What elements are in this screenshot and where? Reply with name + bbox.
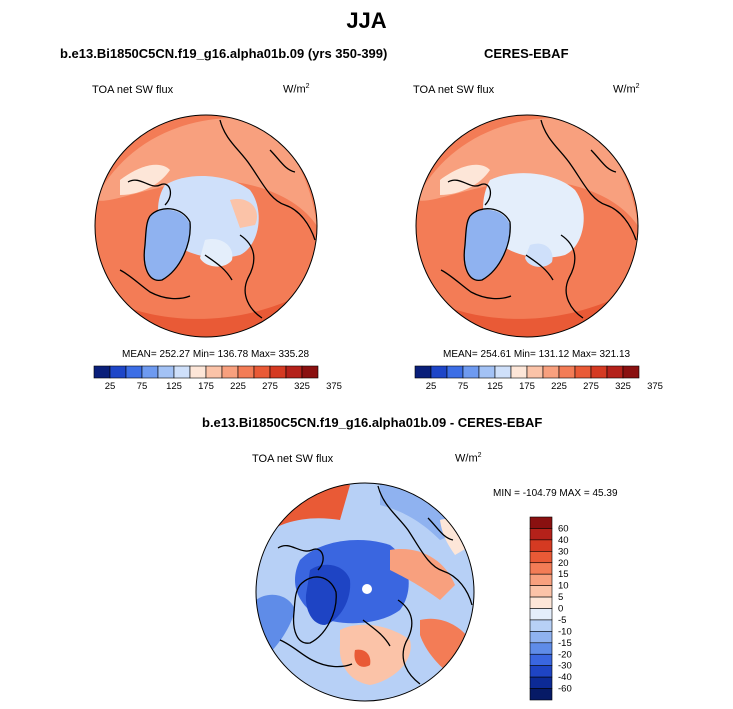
colorbar-swatch (529, 573, 553, 586)
colorbar-swatch (529, 562, 553, 575)
colorbar-tick-label: 15 (558, 569, 569, 580)
colorbar-swatch (93, 365, 111, 379)
colorbar-swatch (510, 365, 528, 379)
colorbar-tick-label: 125 (166, 381, 182, 392)
colorbar-tick-label: -60 (558, 684, 572, 695)
colorbar-swatch (141, 365, 159, 379)
colorbar-swatch (529, 676, 553, 689)
colorbar-swatch (529, 551, 553, 564)
panel2-stats: MEAN= 254.61 Min= 131.12 Max= 321.13 (443, 349, 631, 360)
panel1-title: b.e13.Bi1850C5CN.f19_g16.alpha01b.09 (yr… (60, 46, 388, 61)
colorbar-swatch (462, 365, 480, 379)
colorbar-swatch (558, 365, 576, 379)
colorbar-tick-label: 40 (558, 535, 569, 546)
colorbar-tick-label: 60 (558, 523, 569, 534)
colorbar-tick-label: -30 (558, 661, 572, 672)
colorbar-swatch (529, 608, 553, 621)
colorbar-swatch (529, 539, 553, 552)
colorbar-tick-label: 275 (262, 381, 278, 392)
panel1-map (95, 115, 317, 337)
panel3-title: b.e13.Bi1850C5CN.f19_g16.alpha01b.09 - C… (202, 415, 543, 430)
panel3-units: W/m2 (455, 452, 482, 465)
colorbar-swatch (529, 619, 553, 632)
colorbar-swatch (494, 365, 512, 379)
colorbar-swatch (430, 365, 448, 379)
colorbar-tick-label: 30 (558, 546, 569, 557)
colorbar-swatch (529, 516, 553, 529)
panel1-variable: TOA net SW flux (92, 84, 174, 96)
colorbar-tick-label: 25 (105, 381, 116, 392)
colorbar-tick-label: 75 (137, 381, 148, 392)
colorbar-swatch (125, 365, 143, 379)
colorbar-swatch (285, 365, 303, 379)
colorbar-swatch (529, 631, 553, 644)
colorbar-tick-label: 5 (558, 592, 563, 603)
colorbar-swatch (529, 653, 553, 666)
colorbar-swatch (189, 365, 207, 379)
colorbar-tick-label: 25 (426, 381, 437, 392)
colorbar-tick-label: 375 (326, 381, 342, 392)
panel2-units: W/m2 (613, 83, 640, 96)
colorbar-tick-label: 225 (230, 381, 246, 392)
panel3-coastlines (277, 485, 473, 685)
colorbar-swatch (109, 365, 127, 379)
panel2-colorbar: 25 75 125 175 225 275 325 375 (414, 365, 663, 392)
colorbar-tick-label: 10 (558, 581, 569, 592)
panel2-title: CERES-EBAF (484, 46, 569, 61)
panel2-coastlines (440, 119, 637, 319)
panel2-map (416, 115, 638, 337)
panel2-variable: TOA net SW flux (413, 84, 495, 96)
panel3-stats: MIN = -104.79 MAX = 45.39 (493, 488, 618, 499)
colorbar-tick-label: 20 (558, 558, 569, 569)
colorbar-swatch (237, 365, 255, 379)
colorbar-tick-label: 325 (615, 381, 631, 392)
colorbar-swatch (205, 365, 223, 379)
figure-title: JJA (346, 8, 387, 33)
colorbar-swatch (574, 365, 592, 379)
colorbar-swatch (529, 528, 553, 541)
colorbar-tick-label: 125 (487, 381, 503, 392)
colorbar-swatch (526, 365, 544, 379)
colorbar-swatch (157, 365, 175, 379)
colorbar-swatch (478, 365, 496, 379)
colorbar-swatch (529, 665, 553, 678)
colorbar-swatch (173, 365, 191, 379)
colorbar-tick-label: 225 (551, 381, 567, 392)
colorbar-swatch (529, 585, 553, 598)
colorbar-swatch (529, 688, 553, 701)
colorbar-swatch (542, 365, 560, 379)
colorbar-tick-label: 175 (198, 381, 214, 392)
panel1-colorbar: 25 75 125 175 225 275 325 375 (93, 365, 342, 392)
colorbar-tick-label: 275 (583, 381, 599, 392)
colorbar-tick-label: -15 (558, 638, 572, 649)
colorbar-swatch (221, 365, 239, 379)
colorbar-swatch (301, 365, 319, 379)
colorbar-swatch (529, 596, 553, 609)
colorbar-swatch (529, 642, 553, 655)
panel1-stats: MEAN= 252.27 Min= 136.78 Max= 335.28 (122, 349, 310, 360)
colorbar-swatch (590, 365, 608, 379)
colorbar-tick-label: 325 (294, 381, 310, 392)
panel1-coastlines (119, 119, 316, 319)
colorbar-swatch (269, 365, 287, 379)
colorbar-tick-label: -10 (558, 626, 572, 637)
colorbar-tick-label: -40 (558, 672, 572, 683)
colorbar-tick-label: -5 (558, 615, 566, 626)
colorbar-tick-label: 75 (458, 381, 469, 392)
colorbar-swatch (253, 365, 271, 379)
colorbar-tick-label: 0 (558, 604, 563, 615)
colorbar-swatch (446, 365, 464, 379)
colorbar-tick-label: 175 (519, 381, 535, 392)
panel1-units: W/m2 (283, 83, 310, 96)
colorbar-swatch (414, 365, 432, 379)
colorbar-tick-label: 375 (647, 381, 663, 392)
colorbar-swatch (606, 365, 624, 379)
colorbar-tick-label: -20 (558, 649, 572, 660)
colorbar-swatch (622, 365, 640, 379)
panel3-variable: TOA net SW flux (252, 453, 334, 465)
